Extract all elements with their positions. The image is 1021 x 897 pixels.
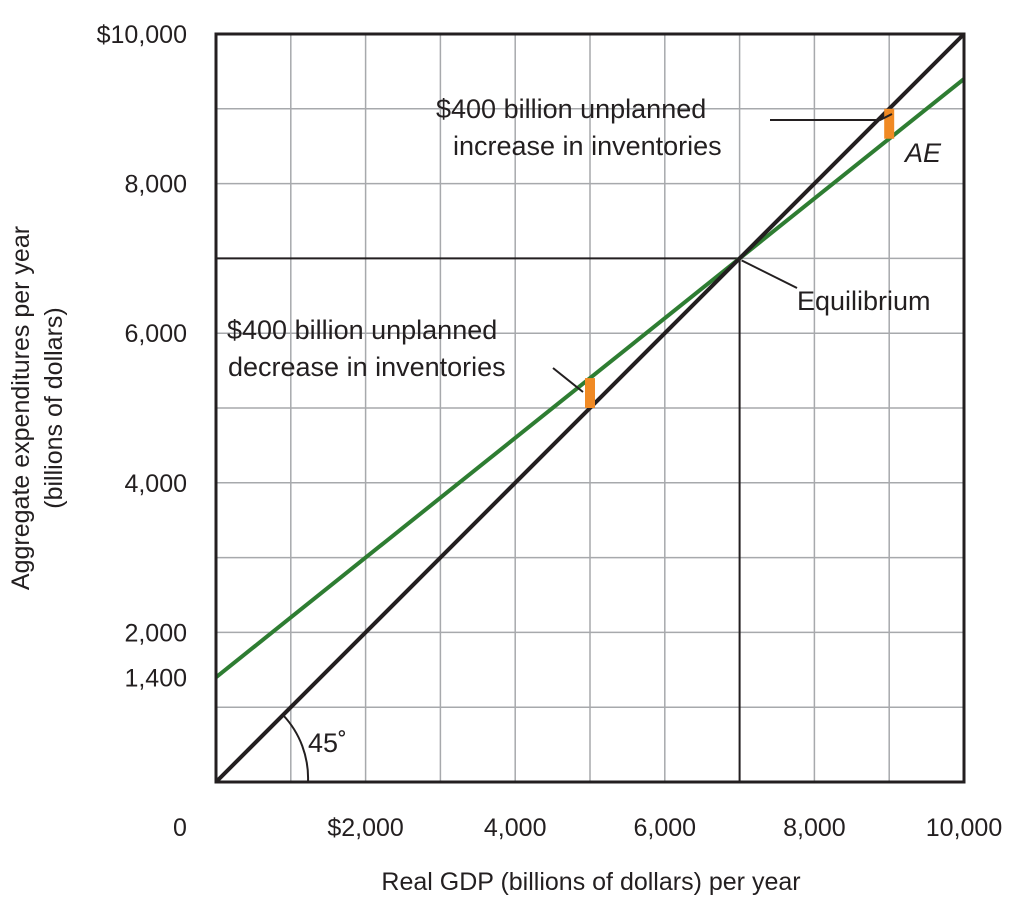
y-tick-labels: 1,400 2,000 4,000 6,000 8,000 $10,000: [97, 21, 187, 692]
y-tick-label: 2,000: [124, 619, 187, 647]
equilibrium-guides: [216, 257, 741, 782]
y-tick-label: $10,000: [97, 21, 187, 49]
y-axis-title-line1: Aggregate expenditures per year: [7, 226, 35, 590]
y-tick-label: 6,000: [124, 320, 187, 348]
x-tick-label: 8,000: [783, 814, 846, 842]
inventory-decrease-gap: [585, 378, 595, 408]
decrease-annotation-line1: $400 billion unplanned: [227, 315, 497, 345]
equilibrium-leader: [741, 259, 798, 289]
increase-annotation-leader: [770, 113, 893, 121]
inventory-gap-marks: [585, 108, 895, 408]
angle-label: 45˚: [308, 728, 347, 758]
x-tick-label: 6,000: [634, 814, 697, 842]
angle-arc: [282, 714, 310, 783]
increase-annotation-line2: increase in inventories: [453, 131, 722, 161]
x-tick-labels: 0 $2,000 4,000 6,000 8,000 10,000: [173, 814, 1002, 842]
decrease-annotation-leader: [552, 367, 584, 393]
inventory-increase-gap: [884, 108, 895, 139]
y-tick-label: 4,000: [124, 470, 187, 498]
equilibrium-label: Equilibrium: [797, 286, 931, 316]
x-tick-label: 0: [173, 814, 187, 842]
decrease-annotation-line2: decrease in inventories: [228, 352, 506, 382]
ae-curve-label: AE: [903, 138, 942, 168]
plot-frame: [214, 32, 966, 784]
x-tick-label: 4,000: [484, 814, 547, 842]
y-axis-title-line2: (billions of dollars): [40, 307, 68, 508]
annotation-leaders: [552, 113, 893, 393]
x-tick-label: $2,000: [327, 814, 403, 842]
x-tick-label: 10,000: [926, 814, 1002, 842]
x-axis-title: Real GDP (billions of dollars) per year: [381, 868, 800, 896]
increase-annotation-line1: $400 billion unplanned: [436, 94, 706, 124]
y-tick-label: 1,400: [124, 664, 187, 692]
y-tick-label: 8,000: [124, 171, 187, 199]
